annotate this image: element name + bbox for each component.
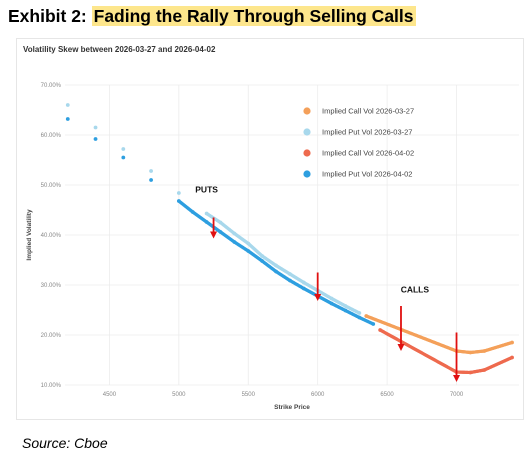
down-arrow xyxy=(314,272,322,301)
annotation-arrows xyxy=(210,217,461,382)
series-1 xyxy=(364,314,514,355)
x-axis-ticks: 4500 5000 5500 6000 6500 7000 xyxy=(103,392,464,398)
legend-label: Implied Call Vol 2026-03-27 xyxy=(322,107,414,116)
legend-marker xyxy=(303,107,311,115)
chart-frame: Volatility Skew between 2026-03-27 and 2… xyxy=(16,38,524,420)
y-tick-label: 30.00% xyxy=(41,283,62,289)
y-tick-label: 40.00% xyxy=(41,233,62,239)
legend-marker xyxy=(303,128,311,136)
data-point xyxy=(149,178,153,182)
data-series xyxy=(65,103,514,375)
data-point xyxy=(93,137,98,141)
annotations: PUTS CALLS xyxy=(195,185,429,295)
annotation-label: CALLS xyxy=(401,285,430,295)
exhibit-headline: Fading the Rally Through Selling Calls xyxy=(91,6,416,26)
down-arrow xyxy=(453,332,461,382)
data-point xyxy=(371,322,376,326)
y-tick-label: 10.00% xyxy=(41,383,62,389)
series-3 xyxy=(378,328,514,375)
source-note: Source: Cboe xyxy=(22,435,108,451)
legend-entry: Implied Call Vol 2026-03-27 xyxy=(303,107,414,116)
arrow-head xyxy=(210,231,218,239)
legend-entry: Implied Call Vol 2026-04-02 xyxy=(303,149,414,158)
exhibit-prefix: Exhibit 2: xyxy=(8,6,92,26)
data-point xyxy=(357,311,362,315)
legend: Implied Call Vol 2026-03-27 Implied Put V… xyxy=(303,107,414,179)
x-tick-label: 6500 xyxy=(380,392,394,398)
arrow-head xyxy=(453,375,461,382)
data-point xyxy=(149,169,153,173)
series-2 xyxy=(65,103,362,315)
x-tick-label: 7000 xyxy=(450,392,464,398)
volatility-skew-chart: Volatility Skew between 2026-03-27 and 2… xyxy=(23,45,519,411)
y-tick-label: 20.00% xyxy=(41,333,62,339)
data-point xyxy=(65,103,70,107)
annotation-label: PUTS xyxy=(195,185,218,195)
down-arrow xyxy=(210,217,218,239)
x-tick-label: 4500 xyxy=(103,392,117,398)
legend-marker xyxy=(303,170,311,178)
legend-marker xyxy=(303,149,311,157)
data-point xyxy=(121,155,126,160)
exhibit-title: Exhibit 2: Fading the Rally Through Sell… xyxy=(8,6,416,27)
data-point xyxy=(93,125,98,130)
legend-label: Implied Put Vol 2026-04-02 xyxy=(322,170,412,179)
data-point xyxy=(65,117,70,121)
y-axis-ticks: 10.00% 20.00% 30.00% 40.00% 50.00% 60.00% 70.0… xyxy=(41,83,62,389)
chart-title: Volatility Skew between 2026-03-27 and 2… xyxy=(23,45,216,54)
arrow-head xyxy=(314,294,322,301)
down-arrow xyxy=(397,306,405,351)
y-tick-label: 50.00% xyxy=(41,183,62,189)
series-4 xyxy=(65,117,376,326)
legend-label: Implied Put Vol 2026-03-27 xyxy=(322,128,412,137)
legend-entry: Implied Put Vol 2026-04-02 xyxy=(303,170,412,179)
y-tick-label: 70.00% xyxy=(41,83,62,89)
y-tick-label: 60.00% xyxy=(41,133,62,139)
legend-entry: Implied Put Vol 2026-03-27 xyxy=(303,128,412,137)
x-axis-label: Strike Price xyxy=(274,404,310,411)
data-point xyxy=(121,147,126,151)
x-tick-label: 5500 xyxy=(242,392,256,398)
data-point xyxy=(510,340,514,345)
x-tick-label: 6000 xyxy=(311,392,325,398)
grid-lines xyxy=(65,84,519,386)
arrow-head xyxy=(397,344,405,351)
legend-label: Implied Call Vol 2026-04-02 xyxy=(322,149,414,158)
y-axis-label: Implied Volatility xyxy=(26,209,33,261)
data-point xyxy=(510,355,514,360)
x-tick-label: 5000 xyxy=(172,392,186,398)
data-point xyxy=(176,191,181,195)
